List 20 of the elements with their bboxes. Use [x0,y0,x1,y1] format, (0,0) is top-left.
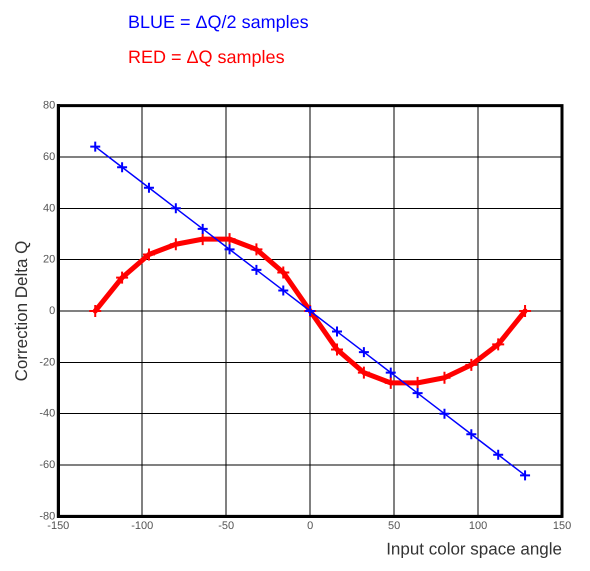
y-tick-label: -80 [39,510,56,522]
x-tick-label: -100 [131,520,154,532]
y-tick-label: -60 [39,459,56,472]
text: BLUE = ΔQ/2 samples [128,12,310,33]
x-tick-label: 0 [307,520,314,532]
x-tick-label: 50 [388,520,400,532]
y-tick-label: -40 [39,408,56,420]
y-tick-label: 40 [43,202,56,214]
y-tick-label: 20 [43,254,56,266]
x-tick-label: 100 [468,520,488,532]
y-tick-label: -20 [39,356,56,368]
text: RED = ΔQ samples [128,47,286,68]
y-tick-label: 0 [49,305,56,318]
x-tick-label: -50 [218,520,234,532]
x-axis-title: Input color space angle [386,539,562,558]
x-tick-label: 150 [552,520,572,532]
y-tick-label: 80 [43,100,56,112]
x-tick-label: -150 [47,520,70,532]
y-axis-title: Correction Delta Q [12,240,31,382]
y-tick-label: 60 [43,150,56,163]
